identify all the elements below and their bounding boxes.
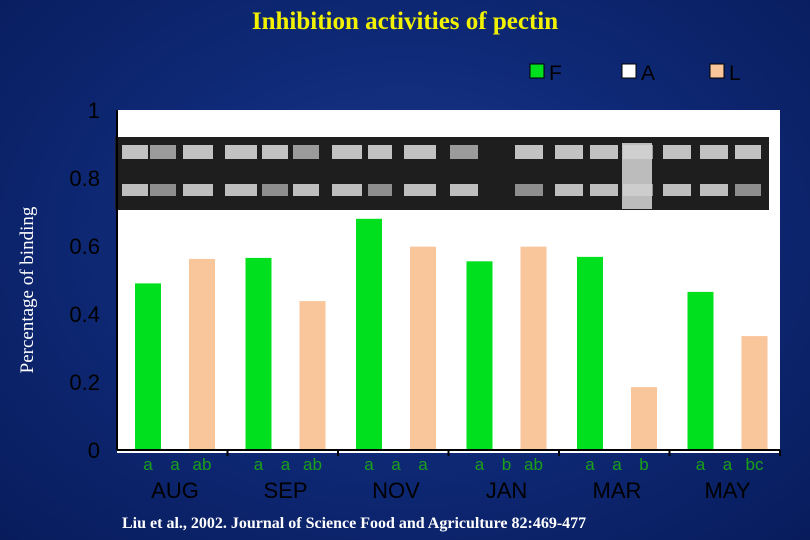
gel-band (450, 145, 478, 159)
gel-background (115, 137, 769, 210)
significance-letter: ab (524, 455, 543, 474)
bar-F-MAR (577, 256, 603, 450)
significance-letter: ab (193, 455, 212, 474)
bar-L-MAY (741, 336, 768, 450)
category-label: MAR (593, 478, 642, 503)
gel-band (700, 145, 728, 159)
bar-A-AUG (162, 251, 188, 450)
gel-band (225, 184, 257, 196)
gel-band (450, 184, 478, 196)
category-label: JAN (486, 478, 528, 503)
significance-letter: a (475, 455, 485, 474)
significance-letter: a (143, 455, 153, 474)
significance-letter: a (585, 455, 595, 474)
significance-letter: ab (303, 455, 322, 474)
gel-band (663, 184, 691, 196)
gel-band (150, 145, 176, 159)
significance-letter: a (612, 455, 622, 474)
significance-letter: bc (746, 455, 764, 474)
category-label: MAY (704, 478, 750, 503)
gel-band (404, 184, 436, 196)
significance-letter: a (418, 455, 428, 474)
gel-band (225, 145, 257, 159)
bar-A-NOV (383, 284, 409, 450)
y-tick-label: 0 (88, 438, 100, 463)
bar-L-JAN (520, 246, 547, 450)
axes-group (116, 110, 781, 456)
bar-F-AUG (135, 283, 161, 450)
gel-band (262, 145, 288, 159)
gel-band (735, 145, 761, 159)
legend-swatch-A (621, 63, 637, 79)
gel-band (368, 145, 392, 159)
significance-letter: a (723, 455, 733, 474)
significance-labels: a a ab a a ab a a a a b ab a a b a a bc (143, 455, 764, 474)
bar-L-SEP (299, 301, 326, 450)
gel-band (555, 184, 583, 196)
gel-band (150, 184, 176, 196)
gel-band (122, 145, 148, 159)
gel-band (404, 145, 436, 159)
gel-band (293, 184, 319, 196)
significance-letter: b (639, 455, 648, 474)
category-label: NOV (372, 478, 420, 503)
legend-swatch-F (529, 63, 545, 79)
bar-F-SEP (245, 257, 272, 450)
significance-letter: a (170, 455, 180, 474)
legend-label-L: L (729, 62, 741, 85)
y-tick-label: 0.2 (69, 370, 100, 395)
bar-A-SEP (272, 305, 299, 450)
bar-F-MAY (687, 291, 714, 450)
bar-F-NOV (356, 218, 382, 450)
category-label: SEP (263, 478, 307, 503)
gel-band (663, 145, 691, 159)
gel-smear (622, 143, 652, 209)
gel-band (700, 184, 728, 196)
bars-group (135, 218, 768, 450)
chart-title: Inhibition activities of pectin (251, 8, 559, 35)
bar-L-AUG (189, 258, 215, 450)
bar-F-JAN (466, 261, 493, 450)
y-tick-labels: 0 0.2 0.4 0.6 0.8 1 (69, 98, 100, 463)
gel-band (122, 184, 148, 196)
gel-band (590, 145, 618, 159)
y-tick-label: 0.4 (69, 302, 100, 327)
significance-letter: b (502, 455, 511, 474)
gel-image (115, 137, 769, 210)
significance-letter: a (281, 455, 291, 474)
y-tick-label: 0.6 (69, 234, 100, 259)
y-tick-label: 0.8 (69, 166, 100, 191)
legend-label-F: F (549, 62, 562, 85)
significance-letter: a (696, 455, 706, 474)
gel-band (183, 145, 213, 159)
y-tick-label: 1 (88, 98, 100, 123)
gel-band (262, 184, 288, 196)
gel-band (555, 145, 583, 159)
gel-band (332, 184, 362, 196)
gel-band (368, 184, 392, 196)
bar-A-MAY (714, 286, 741, 450)
significance-letter: a (391, 455, 401, 474)
gel-band (735, 184, 761, 196)
category-labels: AUG SEP NOV JAN MAR MAY (151, 478, 751, 503)
gel-band (293, 145, 319, 159)
legend-swatch-L (709, 63, 725, 79)
gel-band (515, 145, 543, 159)
gel-band (332, 145, 362, 159)
bar-L-NOV (410, 246, 436, 450)
category-label: AUG (151, 478, 199, 503)
gel-band (515, 184, 543, 196)
gel-band (590, 184, 618, 196)
bar-A-MAR (604, 274, 630, 450)
significance-letter: a (254, 455, 264, 474)
bar-L-MAR (631, 387, 657, 450)
legend-label-A: A (641, 62, 655, 85)
bar-A-JAN (493, 443, 520, 450)
significance-letter: a (364, 455, 374, 474)
citation: Liu et al., 2002. Journal of Science Foo… (122, 515, 587, 532)
gel-band (183, 184, 213, 196)
